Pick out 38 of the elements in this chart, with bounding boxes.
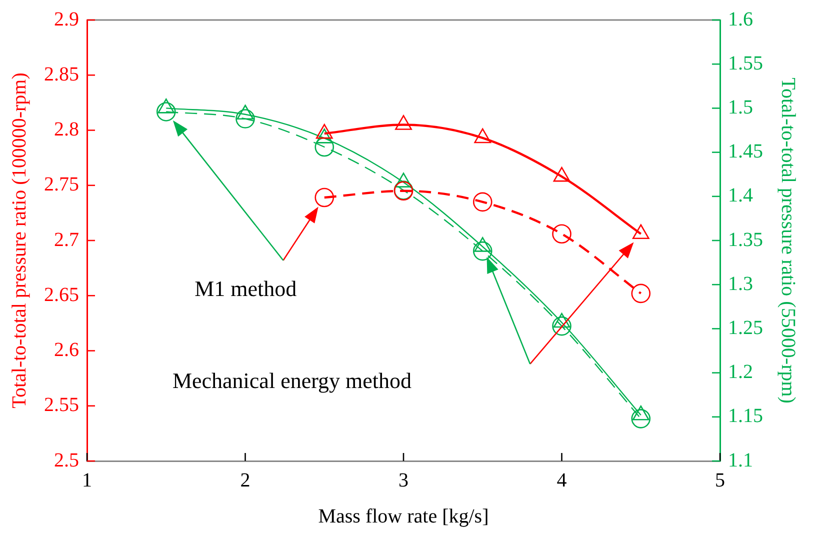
y2-axis-title: Total-to-total pressure ratio (55000-rpm) (776, 78, 799, 404)
annotation: M1 method (194, 276, 297, 302)
y2-tick-label: 1.2 (728, 361, 753, 384)
y2-tick-label: 1.25 (728, 316, 763, 339)
point (236, 104, 254, 120)
y-tick-label: 2.9 (54, 8, 79, 30)
y2-tick-label: 1.5 (728, 96, 753, 118)
x-tick-label: 5 (715, 469, 725, 492)
x-tick-label: 2 (240, 469, 250, 492)
y2-tick-label: 1.15 (728, 405, 763, 428)
point (631, 409, 651, 428)
point (395, 172, 412, 188)
x-tick-label: 1 (82, 469, 92, 492)
y-tick-label: 2.7 (54, 228, 79, 251)
y2-tick-label: 1.45 (728, 140, 763, 163)
y-tick-label: 2.65 (44, 284, 79, 306)
x-tick-label: 3 (398, 469, 408, 492)
y-tick-label: 2.8 (54, 118, 79, 140)
y-axis-title: Total-to-total pressure ratio (100000-rpm) (8, 72, 30, 408)
point (316, 128, 333, 144)
point (158, 98, 175, 114)
point (474, 237, 492, 252)
y-tick-label: 2.5 (54, 449, 79, 472)
point (472, 241, 492, 261)
y-tick-label: 2.75 (44, 174, 79, 196)
y-tick-label: 2.6 (54, 339, 79, 361)
y2-tick-label: 1.55 (728, 52, 763, 74)
y2-tick-label: 1.4 (728, 184, 753, 207)
x-tick-label: 4 (556, 469, 567, 492)
annotation: Mechanical energy method (172, 368, 412, 394)
y-tick-label: 2.55 (44, 394, 79, 416)
y2-tick-label: 1.6 (728, 8, 753, 30)
point (552, 316, 572, 336)
y2-tick-label: 1.35 (728, 228, 763, 251)
y2-tick-label: 1.1 (728, 449, 753, 472)
x-axis-title: Mass flow rate [kg/s] (318, 505, 489, 528)
y2-tick-label: 1.3 (728, 272, 753, 295)
y-tick-label: 2.85 (44, 63, 79, 86)
